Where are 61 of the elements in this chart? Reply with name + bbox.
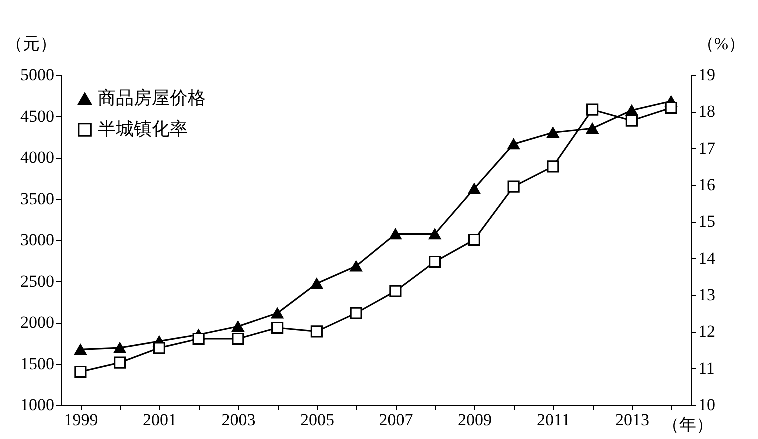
- y-tick-label: 3000: [20, 230, 54, 250]
- point: [310, 326, 323, 338]
- point: [272, 308, 284, 319]
- y-tick-label: 3500: [20, 189, 54, 208]
- y2-tick-label: 12: [698, 322, 716, 342]
- y2-tick-label: 11: [698, 358, 715, 378]
- y2-tick-label: 17: [698, 138, 716, 158]
- y-tick-label: 1500: [20, 354, 54, 374]
- x-tick-label: 2003: [222, 410, 256, 430]
- y2-axis-title: （%）: [697, 34, 746, 54]
- point: [153, 342, 166, 354]
- y2-tick-label: 14: [698, 248, 716, 268]
- point: [508, 180, 520, 193]
- legend-label: 商品房屋价格: [98, 88, 206, 108]
- point: [626, 114, 638, 127]
- x-tick-label: 2011: [537, 410, 570, 430]
- y-tick-label: 4500: [20, 106, 54, 126]
- point: [350, 307, 362, 320]
- x-tick-label: 2013: [615, 410, 650, 430]
- point: [232, 321, 244, 332]
- point: [586, 123, 599, 134]
- point: [547, 160, 560, 173]
- point: [429, 256, 442, 268]
- point: [468, 234, 480, 246]
- x-tick-label: 1999: [64, 410, 98, 430]
- legend-label: 半城镇化率: [98, 119, 188, 139]
- y-tick-label: 4000: [20, 148, 54, 167]
- point: [429, 228, 442, 240]
- x-tick-label: 2009: [458, 410, 492, 430]
- point: [350, 261, 362, 272]
- y-tick-label: 5000: [20, 66, 54, 84]
- point: [114, 342, 126, 354]
- point: [468, 184, 480, 194]
- point: [390, 228, 402, 240]
- y2-tick-label: 19: [698, 66, 716, 84]
- point: [114, 356, 126, 369]
- y2-tick-label: 18: [698, 102, 716, 122]
- y2-tick-label: 16: [698, 176, 716, 194]
- point: [626, 105, 638, 116]
- y-axis-title: （元）: [6, 34, 57, 54]
- x-tick-label: 2001: [142, 410, 177, 430]
- x-tick-label: 2005: [300, 410, 334, 430]
- point: [272, 322, 284, 334]
- point: [310, 278, 323, 290]
- point: [665, 102, 678, 114]
- y-tick-label: 2500: [20, 272, 54, 291]
- point: [232, 332, 244, 346]
- point: [74, 366, 87, 378]
- point: [586, 104, 599, 116]
- y2-tick-label: 13: [698, 286, 716, 304]
- y-tick-label: 2000: [20, 313, 54, 332]
- y2-tick-label: 10: [698, 396, 716, 414]
- y2-tick-label: 15: [698, 212, 716, 232]
- x-axis-title: （年）: [662, 416, 714, 434]
- point: [390, 285, 402, 298]
- x-tick-label: 2007: [379, 410, 414, 430]
- y-tick-label: 1000: [20, 396, 54, 414]
- point: [74, 344, 87, 356]
- point: [547, 127, 560, 138]
- point: [508, 138, 520, 150]
- point: [192, 332, 205, 346]
